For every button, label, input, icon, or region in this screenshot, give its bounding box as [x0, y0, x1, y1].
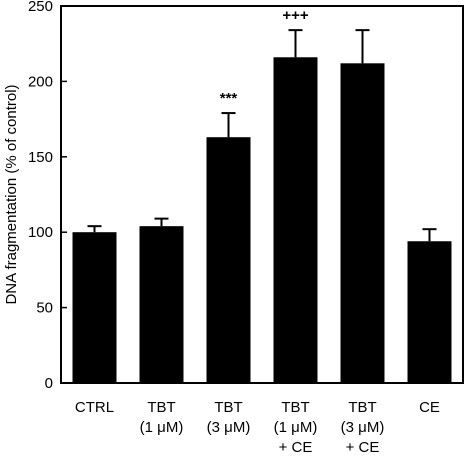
- bar: [340, 63, 385, 383]
- bar: [273, 57, 318, 383]
- bar: [72, 232, 117, 383]
- significance-marker: +++: [282, 7, 309, 24]
- x-tick-label: TBT (1 μM) + CE: [274, 399, 318, 456]
- y-tick-label: 150: [28, 149, 53, 166]
- y-tick-label: 250: [28, 0, 53, 15]
- y-tick-label: 50: [36, 300, 53, 317]
- x-tick-label: TBT (3 μM): [207, 399, 251, 436]
- y-tick-label: 0: [45, 375, 53, 392]
- x-tick-label: CE: [419, 399, 440, 416]
- chart-axes: [60, 5, 464, 384]
- x-axis-ticks: CTRL TBT (1 μM) TBT (3 μM) TBT (1 μM) + CE TBT (3…: [75, 377, 440, 456]
- plot-frame: [60, 5, 464, 384]
- x-tick-label: TBT (1 μM): [140, 399, 184, 436]
- bar: [139, 226, 184, 383]
- significance-marker: ***: [220, 90, 238, 107]
- y-axis-ticks: 0 50 100 150 200 250: [28, 0, 67, 392]
- y-tick-label: 200: [28, 73, 53, 90]
- y-axis-label: DNA fragmentation (% of control): [3, 84, 20, 304]
- bar: [206, 137, 251, 383]
- x-tick-label: TBT (3 μM) + CE: [341, 399, 385, 456]
- bar: [407, 241, 452, 383]
- y-tick-label: 100: [28, 224, 53, 241]
- x-tick-label: CTRL: [75, 399, 114, 416]
- chart-bars: *** +++: [72, 7, 452, 383]
